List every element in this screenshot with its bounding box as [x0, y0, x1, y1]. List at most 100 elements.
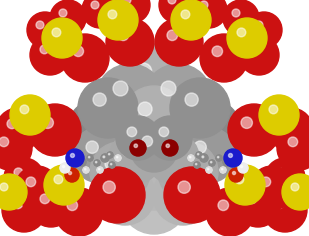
Circle shape [217, 156, 221, 160]
Circle shape [130, 94, 175, 139]
Circle shape [44, 20, 79, 55]
Circle shape [240, 165, 244, 169]
Circle shape [20, 172, 52, 203]
Circle shape [60, 163, 70, 173]
Circle shape [39, 44, 51, 56]
Circle shape [99, 177, 129, 207]
Circle shape [110, 78, 138, 106]
Circle shape [186, 133, 229, 176]
Circle shape [62, 165, 67, 170]
Circle shape [83, 167, 89, 173]
Circle shape [125, 171, 181, 228]
Circle shape [54, 4, 80, 30]
Circle shape [97, 167, 153, 223]
Circle shape [135, 99, 162, 126]
Circle shape [223, 158, 231, 166]
Circle shape [155, 167, 211, 223]
Circle shape [36, 41, 62, 67]
Circle shape [19, 171, 53, 204]
Circle shape [290, 182, 301, 193]
Circle shape [71, 44, 91, 64]
Circle shape [118, 141, 146, 169]
Circle shape [122, 0, 135, 8]
Circle shape [58, 191, 100, 233]
Circle shape [259, 95, 299, 135]
Circle shape [160, 173, 203, 215]
Circle shape [108, 153, 110, 156]
Circle shape [80, 160, 82, 162]
Circle shape [243, 39, 274, 70]
Circle shape [209, 160, 215, 166]
Circle shape [175, 178, 201, 204]
Circle shape [133, 143, 138, 148]
Circle shape [271, 196, 292, 217]
Circle shape [188, 156, 193, 160]
Circle shape [11, 165, 32, 186]
Circle shape [285, 134, 308, 157]
Circle shape [273, 198, 286, 211]
Circle shape [230, 170, 258, 198]
Circle shape [93, 172, 140, 218]
Circle shape [32, 186, 69, 223]
Circle shape [210, 161, 212, 163]
Circle shape [246, 42, 268, 63]
Circle shape [110, 22, 150, 61]
Circle shape [225, 160, 228, 163]
Circle shape [244, 40, 272, 68]
Circle shape [76, 131, 123, 178]
Circle shape [251, 17, 276, 42]
Circle shape [69, 42, 97, 70]
Circle shape [151, 119, 188, 156]
Circle shape [117, 0, 146, 20]
Circle shape [192, 139, 215, 162]
Circle shape [200, 1, 208, 9]
Circle shape [127, 173, 179, 225]
Circle shape [196, 152, 202, 158]
Circle shape [0, 133, 21, 159]
Circle shape [82, 137, 112, 167]
Circle shape [225, 2, 257, 34]
Circle shape [158, 21, 200, 63]
Circle shape [159, 0, 195, 23]
Circle shape [270, 109, 309, 151]
Circle shape [111, 23, 148, 60]
Circle shape [21, 172, 50, 201]
Circle shape [272, 197, 290, 215]
Circle shape [12, 166, 31, 185]
Circle shape [31, 16, 58, 43]
Circle shape [24, 175, 42, 193]
Circle shape [208, 169, 209, 170]
Circle shape [195, 111, 221, 137]
Circle shape [88, 156, 91, 159]
Circle shape [131, 95, 173, 137]
Circle shape [107, 152, 112, 158]
Circle shape [195, 163, 198, 166]
Circle shape [162, 140, 178, 156]
Circle shape [132, 59, 163, 91]
Circle shape [271, 196, 294, 219]
Circle shape [144, 64, 212, 132]
Circle shape [49, 170, 77, 198]
Circle shape [24, 176, 40, 191]
Circle shape [66, 39, 103, 76]
Circle shape [101, 3, 134, 36]
Circle shape [224, 1, 258, 35]
Circle shape [210, 161, 214, 165]
Circle shape [0, 136, 11, 149]
Circle shape [0, 182, 10, 193]
Circle shape [11, 198, 27, 213]
Circle shape [5, 117, 23, 135]
Circle shape [189, 156, 193, 160]
Circle shape [194, 0, 224, 25]
Circle shape [16, 167, 58, 209]
Circle shape [164, 27, 187, 50]
Circle shape [279, 118, 292, 131]
Circle shape [226, 152, 238, 163]
Circle shape [100, 178, 126, 204]
Circle shape [226, 150, 240, 165]
Circle shape [95, 161, 99, 165]
Circle shape [79, 159, 84, 164]
Circle shape [289, 181, 306, 198]
Circle shape [277, 126, 309, 170]
Circle shape [103, 173, 145, 215]
